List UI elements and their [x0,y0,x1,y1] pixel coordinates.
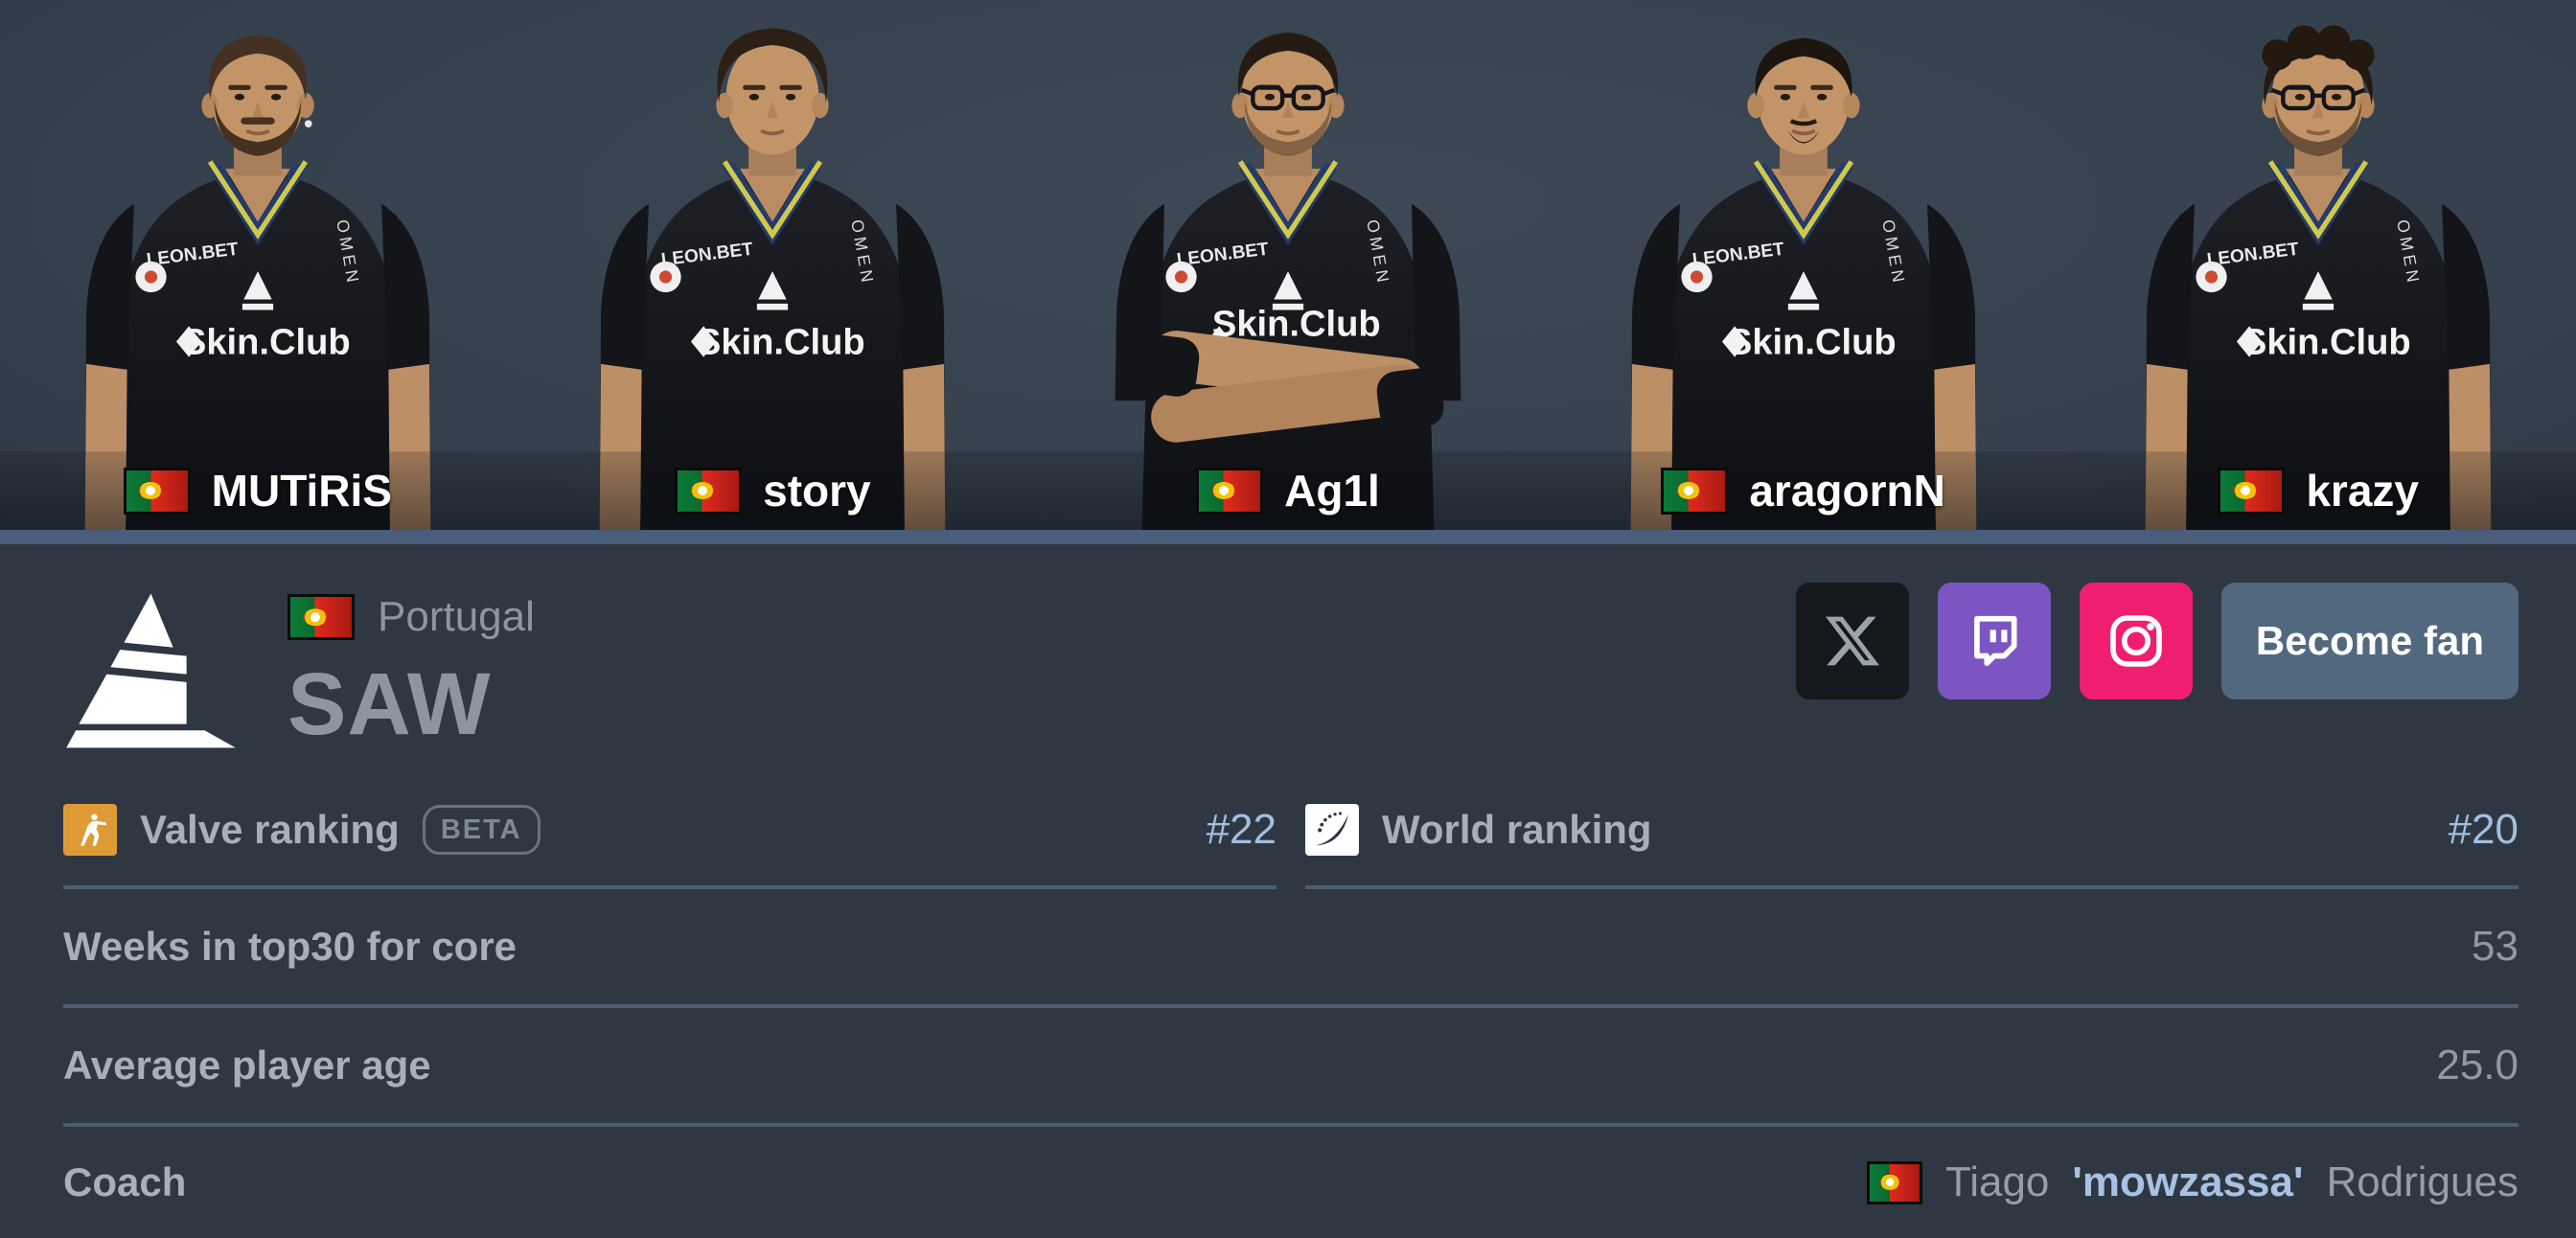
instagram-button[interactable] [2079,583,2193,699]
player-name: MUTiRiS [211,466,392,516]
x-twitter-button[interactable] [1795,583,1909,699]
player-name-bar: aragornN [1545,451,2061,530]
average-age-label: Average player age [63,1043,431,1088]
player-card-mutiris[interactable]: LEON.BET OMEN Skin.Club MUTiRiS [0,0,516,530]
weeks-in-top30-row: Weeks in top30 for core 53 [63,889,2518,1008]
beta-badge: BETA [422,805,540,855]
coach-last-name: Rodrigues [2326,1158,2518,1205]
world-ranking-value[interactable]: #20 [2448,806,2518,853]
team-stats: Valve ranking BETA #22 World [0,774,2576,1238]
cs2-icon [63,804,117,856]
team-country-row: Portugal [288,593,535,641]
player-name-bar: Ag1l [1030,451,1546,530]
social-buttons: Become fan [1795,583,2518,699]
team-identity: Portugal SAW [59,583,535,755]
valve-ranking-label-group: Valve ranking BETA [63,804,540,856]
weeks-in-top30-value: 53 [2472,923,2518,970]
player-name: Ag1l [1284,466,1380,516]
portugal-flag-icon [1866,1160,1922,1204]
jersey-sponsor-main: Skin.Club [697,322,865,363]
x-logo-icon [1825,616,1879,666]
player-name-bar: krazy [2060,451,2576,530]
player-card-aragornn[interactable]: LEON.BET OMEN Skin.Club aragornN [1545,0,2061,530]
team-name: SAW [288,655,492,753]
weeks-in-top30-label: Weeks in top30 for core [63,924,518,969]
coach-nickname: 'mowzassa' [2072,1158,2304,1205]
player-photo: LEON.BET OMEN Skin.Club [1630,37,1976,530]
valve-ranking-label: Valve ranking [140,807,400,852]
coach-link[interactable]: Tiago 'mowzassa' Rodrigues [1866,1158,2518,1206]
portugal-flag-icon [123,467,191,515]
team-gallery: LEON.BET OMEN Skin.Club MUTiRiS LEON.BET… [0,0,2576,530]
coach-row: Coach Tiago 'mowzassa' Rodrigues [63,1127,2518,1238]
player-photo: LEON.BET OMEN Skin.Club [599,28,946,530]
player-name: krazy [2306,466,2419,516]
player-card-ag1l[interactable]: LEON.BET OMEN Skin.Club Ag1l [1030,0,1546,530]
team-logo-saw [66,593,236,748]
player-name: aragornN [1749,466,1945,516]
player-name-bar: story [515,451,1031,530]
world-ranking-icon [1305,804,1359,856]
jersey-sponsor-main: Skin.Club [2242,322,2411,363]
twitch-icon [1973,615,2017,667]
ranking-grid: Valve ranking BETA #22 World [63,774,2518,889]
team-text: Portugal SAW [288,583,535,755]
become-fan-button[interactable]: Become fan [2220,583,2518,699]
jersey-sponsor-main: Skin.Club [1212,304,1381,345]
average-age-value: 25.0 [2436,1042,2518,1089]
team-profile-header: Portugal SAW Become fan [0,544,2576,774]
valve-ranking-row: Valve ranking BETA #22 [63,774,1276,889]
world-ranking-label-group: World ranking [1305,804,1652,856]
section-divider-bar [0,530,2576,544]
player-name-bar: MUTiRiS [0,451,516,530]
jersey-sponsor-main: Skin.Club [182,322,351,363]
player-photo: LEON.BET OMEN Skin.Club [84,34,431,530]
portugal-flag-icon [288,594,355,640]
coach-first-name: Tiago [1944,1158,2050,1205]
player-photo: LEON.BET OMEN Skin.Club [1115,32,1461,530]
world-ranking-label: World ranking [1382,807,1652,852]
jersey-sponsor-main: Skin.Club [1727,322,1896,363]
valve-ranking-value[interactable]: #22 [1206,806,1276,853]
player-photo: LEON.BET OMEN Skin.Club [2145,25,2492,530]
player-card-story[interactable]: LEON.BET OMEN Skin.Club story [515,0,1031,530]
portugal-flag-icon [1196,467,1264,515]
portugal-flag-icon [675,467,743,515]
portugal-flag-icon [1661,467,1729,515]
portugal-flag-icon [2218,467,2286,515]
instagram-icon [2110,615,2162,667]
world-ranking-row: World ranking #20 [1305,774,2518,889]
team-country: Portugal [378,593,535,640]
average-age-row: Average player age 25.0 [63,1008,2518,1127]
coach-label: Coach [63,1159,187,1204]
twitch-button[interactable] [1937,583,2051,699]
player-name: story [763,466,871,516]
player-card-krazy[interactable]: LEON.BET OMEN Skin.Club krazy [2060,0,2576,530]
